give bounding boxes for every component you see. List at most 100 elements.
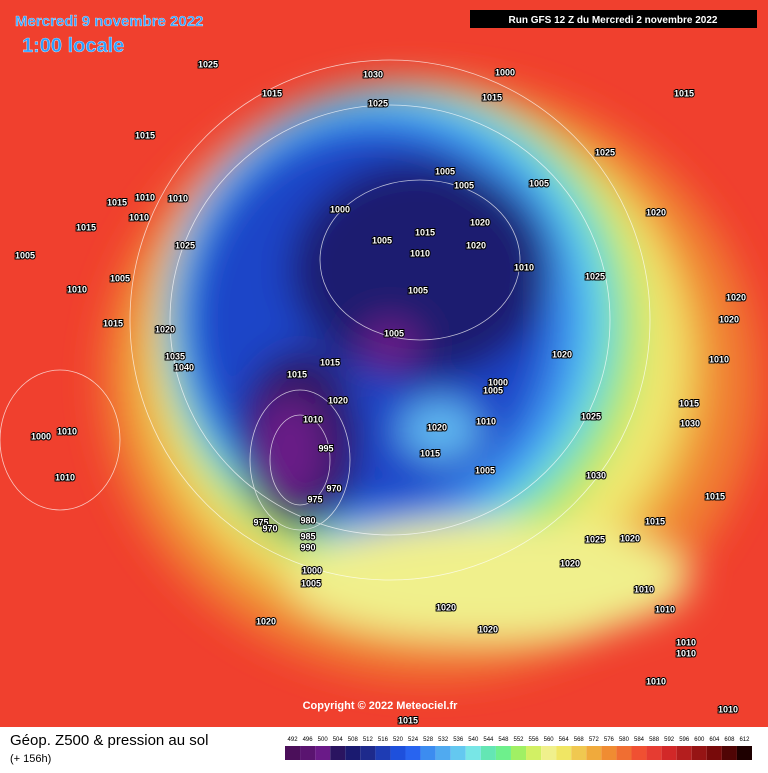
scale-label: 580 — [619, 737, 630, 743]
isobar-label: 1020 — [726, 292, 746, 302]
copyright: Copyright © 2022 Meteociel.fr — [303, 700, 459, 712]
isobar-label: 970 — [262, 523, 277, 533]
isobar-label: 1010 — [67, 284, 87, 294]
scale-label: 532 — [438, 737, 449, 743]
scale-label: 556 — [529, 737, 540, 743]
scale-swatch — [405, 746, 421, 760]
isobar-label: 1015 — [103, 318, 123, 328]
isobar-label: 1025 — [581, 411, 601, 421]
isobar-label: 1015 — [287, 369, 307, 379]
scale-swatch — [315, 746, 331, 760]
isobar-label: 1015 — [674, 88, 694, 98]
scale-swatch — [285, 746, 301, 760]
isobar-label: 1010 — [410, 248, 430, 258]
isobar-label: 970 — [326, 483, 341, 493]
isobar-label: 1005 — [15, 250, 35, 260]
isobar-label: 1010 — [655, 604, 675, 614]
scale-label: 600 — [694, 737, 705, 743]
lead-time: (+ 156h) — [10, 753, 51, 765]
isobar-label: 975 — [307, 494, 322, 504]
scale-label: 528 — [423, 737, 434, 743]
isobar-label: 1025 — [585, 534, 605, 544]
scale-swatch — [480, 746, 496, 760]
scale-swatch — [495, 746, 511, 760]
scale-label: 516 — [378, 737, 389, 743]
isobar-label: 1020 — [155, 324, 175, 334]
isobar-label: 1010 — [718, 704, 738, 714]
isobar-label: 1010 — [129, 212, 149, 222]
scale-swatch — [435, 746, 451, 760]
isobar-label: 1020 — [466, 240, 486, 250]
scale-swatch — [300, 746, 316, 760]
isobar-label: 1020 — [470, 217, 490, 227]
footer-title: Géop. Z500 & pression au sol — [10, 732, 208, 749]
isobar-label: 1020 — [552, 349, 572, 359]
isobar-label: 1010 — [646, 676, 666, 686]
scale-label: 572 — [589, 737, 600, 743]
run-info: Run GFS 12 Z du Mercredi 2 novembre 2022 — [509, 15, 718, 26]
scale-swatch — [375, 746, 391, 760]
isobar-label: 1005 — [454, 180, 474, 190]
scale-label: 592 — [664, 737, 675, 743]
scale-swatch — [345, 746, 361, 760]
isobar-label: 1015 — [76, 222, 96, 232]
scale-label: 504 — [333, 737, 344, 743]
isobar-label: 1025 — [175, 240, 195, 250]
isobar-label: 1000 — [31, 431, 51, 441]
scale-label: 500 — [318, 737, 329, 743]
isobar-label: 1015 — [320, 357, 340, 367]
isobar-label: 1030 — [586, 470, 606, 480]
scale-label: 512 — [363, 737, 374, 743]
scale-swatch — [676, 746, 692, 760]
scale-label: 608 — [724, 737, 735, 743]
scale-label: 496 — [303, 737, 314, 743]
scale-swatch — [601, 746, 617, 760]
scale-swatch — [571, 746, 587, 760]
isobar-label: 1020 — [436, 602, 456, 612]
isobar-label: 1015 — [262, 88, 282, 98]
scale-swatch — [736, 746, 752, 760]
isobar-label: 995 — [318, 443, 333, 453]
isobar-label: 1020 — [560, 558, 580, 568]
scale-swatch — [330, 746, 346, 760]
isobar-label: 1010 — [476, 416, 496, 426]
isobar-label: 1005 — [475, 465, 495, 475]
isobar-label: 1010 — [514, 262, 534, 272]
isobar-label: 1005 — [301, 578, 321, 588]
scale-swatch — [510, 746, 527, 760]
isobar-label: 1010 — [303, 414, 323, 424]
scale-swatch — [661, 746, 677, 760]
scale-swatch — [691, 746, 707, 760]
scale-swatch — [450, 746, 466, 760]
isobar-label: 1030 — [363, 69, 383, 79]
isobar-label: 1015 — [482, 92, 502, 102]
scale-swatch — [586, 746, 602, 760]
scale-swatch — [360, 746, 376, 760]
isobar-label: 1015 — [135, 130, 155, 140]
isobar-label: 1025 — [585, 271, 605, 281]
isobar-label: 1005 — [384, 328, 404, 338]
isobar-label: 990 — [300, 542, 315, 552]
isobar-label: 1010 — [57, 426, 77, 436]
scale-label: 552 — [513, 737, 524, 743]
scale-swatch — [390, 746, 406, 760]
isobar-label: 1000 — [488, 377, 508, 387]
isobar-label: 1020 — [427, 422, 447, 432]
scale-label: 584 — [634, 737, 645, 743]
scale-label: 520 — [393, 737, 404, 743]
run-box — [470, 10, 757, 28]
isobar-label: 1015 — [107, 197, 127, 207]
scale-swatch — [706, 746, 722, 760]
scale-swatch — [541, 746, 557, 760]
isobar-label: 1015 — [705, 491, 725, 501]
isobar-label: 1020 — [719, 314, 739, 324]
isobar-label: 1030 — [680, 418, 700, 428]
isobar-label: 1020 — [328, 395, 348, 405]
isobar-label: 1010 — [676, 637, 696, 647]
isobar-label: 1020 — [478, 624, 498, 634]
isobar-label: 1025 — [368, 98, 388, 108]
scale-swatch — [465, 746, 481, 760]
scale-swatch — [556, 746, 572, 760]
scale-label: 588 — [649, 737, 660, 743]
